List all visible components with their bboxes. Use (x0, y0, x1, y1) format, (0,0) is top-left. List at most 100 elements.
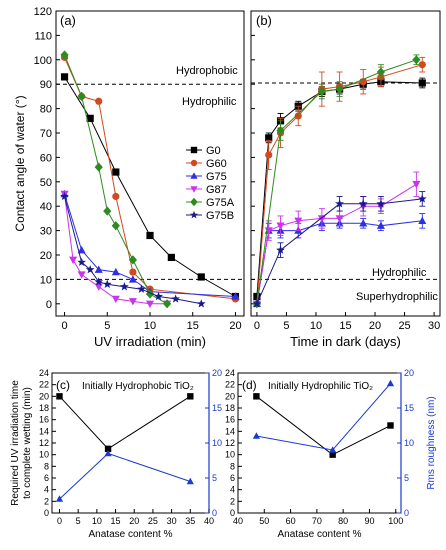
chart-title: Initially Hydrophilic TiO₂ (268, 381, 373, 392)
series-line (59, 452, 191, 500)
legend-marker (190, 197, 198, 207)
panel-a: 0 5 10 15 20 0 10 20 30 40 50 60 70 80 90 100 110 120 (a) H… (13, 6, 245, 349)
y-tick-label-left: 4 (44, 485, 49, 495)
data-point (55, 495, 64, 502)
x-tick-label: 10 (310, 320, 322, 332)
data-point-G75B (358, 199, 368, 208)
data-point-G87 (317, 215, 326, 223)
x-tick-label: 15 (187, 320, 199, 332)
y-axis-label-line: Required UV irradiation time (10, 380, 21, 506)
series-line (59, 395, 191, 450)
data-point-G75B (335, 199, 344, 208)
y-tick-label-left: 12 (225, 438, 235, 448)
data-point-G75B (171, 294, 181, 303)
data-point (252, 432, 261, 439)
y-tick-label: 10 (40, 274, 52, 286)
data-point-G75 (231, 292, 240, 300)
data-point-G75A (412, 55, 421, 65)
data-point-G75A (60, 50, 69, 60)
y-tick-label: 80 (40, 104, 52, 116)
y-tick-label-right: 10 (212, 438, 222, 448)
data-point-G75A (145, 289, 155, 299)
annotation: Hydrophilic (372, 267, 427, 279)
data-point-G75B (85, 265, 95, 274)
legend-marker (190, 146, 198, 154)
y-tick-label-right: 0 (212, 508, 217, 518)
y-tick-label-right: 20 (404, 368, 414, 378)
y-tick-label-right: 10 (404, 438, 414, 448)
panel-d: 40 50 60 70 80 90 1000246810121416182022240510… (225, 368, 437, 540)
data-point-G87 (111, 295, 120, 304)
x-axis-label: Anatase content % (89, 529, 173, 540)
y-tick-label: 0 (46, 299, 52, 311)
x-tick-label: 5 (283, 320, 289, 332)
data-point-G87 (77, 271, 86, 279)
plot-frame (237, 372, 402, 514)
legend-marker (190, 186, 198, 193)
series-line-G87 (64, 193, 168, 305)
y-tick-label-left: 8 (44, 461, 49, 471)
data-point (104, 449, 112, 457)
data-point-G75B (154, 291, 163, 301)
x-tick-label: 40 (233, 516, 243, 526)
data-point-G75A (103, 206, 112, 216)
y-tick-label-left: 8 (230, 461, 235, 471)
data-point (329, 451, 336, 458)
data-point-G75A (128, 255, 138, 265)
y-tick-label: 40 (40, 201, 52, 213)
legend-marker (190, 210, 198, 219)
data-point-G87 (128, 298, 137, 306)
data-point-G87 (276, 222, 285, 230)
annotation: Hydrophilic (182, 96, 237, 108)
legend-label: G75A (206, 197, 235, 209)
x-tick-label: 5 (76, 516, 81, 526)
panel-label: (c) (56, 378, 70, 392)
data-point-G0 (253, 292, 261, 301)
x-tick-label: 35 (185, 516, 195, 526)
data-point-G75B (417, 194, 427, 203)
x-tick-label: 30 (428, 320, 440, 332)
data-point-G75A (276, 125, 285, 136)
x-tick-label: 80 (338, 516, 348, 526)
y-tick-label-right: 0 (404, 508, 409, 518)
series-line-G75A (256, 59, 417, 304)
data-point-G0 (112, 168, 120, 176)
x-axis-label: Anatase content % (278, 529, 362, 540)
data-point-G60 (112, 192, 120, 201)
annotation: Superhydrophilic (356, 291, 438, 303)
legend-marker (190, 172, 198, 179)
data-point (386, 379, 395, 387)
data-point-G87 (146, 300, 154, 308)
y-tick-label-left: 6 (44, 473, 49, 483)
y-tick-label-left: 12 (39, 438, 49, 448)
data-point-G75B (252, 299, 262, 308)
x-tick-label: 30 (167, 516, 177, 526)
legend-label: G75 (206, 171, 227, 183)
x-tick-label: 20 (129, 516, 139, 526)
x-tick-label: 70 (312, 516, 322, 526)
data-point-G75 (77, 245, 86, 254)
y-tick-label-right: 5 (212, 473, 217, 483)
data-point-G0 (265, 134, 273, 142)
x-axis-label: UV irradiation (min) (94, 334, 206, 349)
x-tick-label: 40 (204, 516, 214, 526)
y-tick-label: 30 (40, 226, 52, 238)
data-point-G87 (412, 181, 421, 189)
y-tick-label: 20 (40, 250, 52, 262)
y-axis-label-line: to complete wetting (min) (22, 387, 33, 499)
y-tick-label-left: 18 (39, 403, 49, 413)
y-tick-label-right: 5 (404, 473, 409, 483)
x-tick-label: 0 (254, 320, 260, 332)
data-point-G75 (128, 275, 137, 283)
x-tick-label: 0 (57, 516, 62, 526)
plot-frame (51, 372, 210, 514)
y-tick-label-left: 0 (44, 508, 49, 518)
y-tick-label-left: 2 (230, 496, 235, 506)
data-point-G0 (418, 79, 426, 87)
data-point-G0 (197, 273, 205, 281)
y-tick-label-left: 6 (230, 473, 235, 483)
data-point (253, 393, 260, 400)
legend-label: G60 (206, 158, 227, 170)
y-tick-label-left: 24 (39, 368, 49, 378)
